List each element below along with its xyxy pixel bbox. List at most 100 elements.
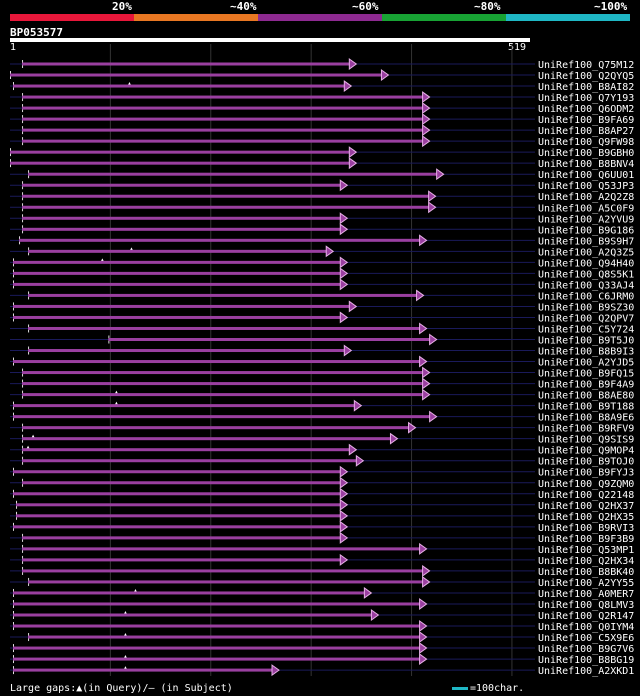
- hit-name-label[interactable]: UniRef100_Q22148: [538, 490, 634, 501]
- hit-name-label[interactable]: UniRef100_B8B9I3: [538, 347, 634, 358]
- hit-bar[interactable]: [108, 338, 431, 341]
- hit-bar[interactable]: [13, 360, 421, 364]
- hit-bar[interactable]: [22, 216, 342, 220]
- hit-bar[interactable]: [13, 315, 342, 319]
- hit-bar[interactable]: [13, 591, 366, 595]
- hit-bar[interactable]: [13, 613, 373, 617]
- hit-bar[interactable]: [22, 205, 430, 209]
- hit-name-label[interactable]: UniRef100_B9FQ15: [538, 369, 634, 380]
- hit-bar[interactable]: [28, 293, 418, 297]
- hit-name-label[interactable]: UniRef100_B9SZ30: [538, 302, 634, 313]
- hit-bar[interactable]: [22, 393, 424, 397]
- hit-bar[interactable]: [13, 415, 431, 419]
- hit-name-label[interactable]: UniRef100_A2Q2Z8: [538, 192, 634, 203]
- hit-bar[interactable]: [13, 668, 274, 672]
- hit-name-label[interactable]: UniRef100_Q2R147: [538, 611, 634, 622]
- hit-name-label[interactable]: UniRef100_B9FYJ3: [538, 468, 634, 479]
- hit-name-label[interactable]: UniRef100_Q2HX34: [538, 556, 634, 567]
- hit-bar[interactable]: [22, 547, 421, 551]
- hit-bar[interactable]: [22, 459, 358, 463]
- hit-bar[interactable]: [22, 437, 392, 441]
- hit-bar[interactable]: [28, 580, 424, 584]
- hit-name-label[interactable]: UniRef100_A2Q3Z5: [538, 247, 634, 258]
- hit-bar[interactable]: [13, 282, 342, 286]
- hit-name-label[interactable]: UniRef100_Q7Y193: [538, 93, 634, 104]
- hit-bar[interactable]: [10, 150, 351, 154]
- hit-name-label[interactable]: UniRef100_Q2QYQ5: [538, 71, 634, 82]
- hit-bar[interactable]: [13, 492, 342, 496]
- hit-bar[interactable]: [13, 84, 346, 88]
- hit-bar[interactable]: [22, 139, 424, 143]
- hit-bar[interactable]: [13, 404, 356, 408]
- hit-name-label[interactable]: UniRef100_A2YJD5: [538, 358, 634, 369]
- hit-name-label[interactable]: UniRef100_C6JRM0: [538, 291, 634, 302]
- hit-bar[interactable]: [28, 249, 328, 253]
- hit-name-label[interactable]: UniRef100_B9G7V6: [538, 644, 634, 655]
- hit-bar[interactable]: [28, 635, 421, 639]
- hit-name-label[interactable]: UniRef100_A2YVU9: [538, 214, 634, 225]
- hit-name-label[interactable]: UniRef100_Q0IYM4: [538, 622, 634, 633]
- hit-name-label[interactable]: UniRef100_Q53MP1: [538, 545, 634, 556]
- hit-bar[interactable]: [22, 194, 430, 198]
- hit-bar[interactable]: [19, 238, 421, 242]
- hit-bar[interactable]: [22, 569, 424, 573]
- hit-name-label[interactable]: UniRef100_Q33AJ4: [538, 280, 634, 291]
- hit-bar[interactable]: [13, 304, 351, 308]
- hit-name-label[interactable]: UniRef100_Q9FW98: [538, 137, 634, 148]
- hit-name-label[interactable]: UniRef100_C5X9E6: [538, 633, 634, 644]
- hit-bar[interactable]: [13, 646, 421, 650]
- hit-name-label[interactable]: UniRef100_A2XKD1: [538, 666, 634, 677]
- hit-bar[interactable]: [13, 470, 342, 474]
- hit-bar[interactable]: [10, 73, 383, 77]
- hit-name-label[interactable]: UniRef100_B9T5J0: [538, 336, 634, 347]
- hit-name-label[interactable]: UniRef100_Q75M12: [538, 60, 634, 71]
- hit-name-label[interactable]: UniRef100_Q2HX37: [538, 501, 634, 512]
- hit-bar[interactable]: [22, 95, 424, 99]
- hit-name-label[interactable]: UniRef100_B9S9H7: [538, 236, 634, 247]
- hit-name-label[interactable]: UniRef100_B8AP27: [538, 126, 634, 137]
- hit-bar[interactable]: [22, 536, 342, 540]
- hit-name-label[interactable]: UniRef100_A0MER7: [538, 589, 634, 600]
- hit-name-label[interactable]: UniRef100_B8AI82: [538, 82, 634, 93]
- hit-name-label[interactable]: UniRef100_Q6ODM2: [538, 104, 634, 115]
- hit-name-label[interactable]: UniRef100_Q9MOP4: [538, 446, 634, 457]
- hit-bar[interactable]: [28, 349, 346, 353]
- hit-name-label[interactable]: UniRef100_B9TOJ0: [538, 457, 634, 468]
- hit-name-label[interactable]: UniRef100_A5C0F9: [538, 203, 634, 214]
- hit-name-label[interactable]: UniRef100_Q8S5K1: [538, 269, 634, 280]
- hit-bar[interactable]: [22, 558, 342, 562]
- hit-name-label[interactable]: UniRef100_A2YY55: [538, 578, 634, 589]
- hit-bar[interactable]: [16, 514, 342, 518]
- hit-name-label[interactable]: UniRef100_B9F4A9: [538, 380, 634, 391]
- hit-bar[interactable]: [13, 271, 342, 275]
- hit-name-label[interactable]: UniRef100_B9F3B9: [538, 534, 634, 545]
- hit-bar[interactable]: [22, 448, 351, 452]
- hit-name-label[interactable]: UniRef100_B9G186: [538, 225, 634, 236]
- hit-name-label[interactable]: UniRef100_Q8LMV3: [538, 600, 634, 611]
- hit-bar[interactable]: [22, 382, 424, 386]
- hit-name-label[interactable]: UniRef100_Q9ZQM0: [538, 479, 634, 490]
- hit-name-label[interactable]: UniRef100_B9RFV9: [538, 424, 634, 435]
- hit-bar[interactable]: [28, 326, 421, 330]
- hit-bar[interactable]: [13, 602, 421, 606]
- hit-name-label[interactable]: UniRef100_Q53JP3: [538, 181, 634, 192]
- hit-name-label[interactable]: UniRef100_B8AE80: [538, 391, 634, 402]
- hit-name-label[interactable]: UniRef100_B9GBH0: [538, 148, 634, 159]
- hit-name-label[interactable]: UniRef100_Q2QPV7: [538, 313, 634, 324]
- hit-name-label[interactable]: UniRef100_C5Y724: [538, 324, 634, 335]
- hit-bar[interactable]: [22, 106, 424, 110]
- hit-name-label[interactable]: UniRef100_B9RVI3: [538, 523, 634, 534]
- hit-name-label[interactable]: UniRef100_B8BG19: [538, 655, 634, 666]
- hit-bar[interactable]: [13, 525, 342, 529]
- hit-bar[interactable]: [22, 481, 342, 485]
- hit-name-label[interactable]: UniRef100_Q2HX35: [538, 512, 634, 523]
- hit-bar[interactable]: [22, 183, 342, 187]
- hit-name-label[interactable]: UniRef100_B8A9E6: [538, 413, 634, 424]
- hit-bar[interactable]: [16, 503, 342, 507]
- hit-bar[interactable]: [10, 161, 351, 165]
- hit-bar[interactable]: [22, 62, 351, 66]
- hit-bar[interactable]: [22, 371, 424, 375]
- hit-name-label[interactable]: UniRef100_Q6UU01: [538, 170, 634, 181]
- hit-name-label[interactable]: UniRef100_B8BNV4: [538, 159, 634, 170]
- hit-name-label[interactable]: UniRef100_Q9SIS9: [538, 435, 634, 446]
